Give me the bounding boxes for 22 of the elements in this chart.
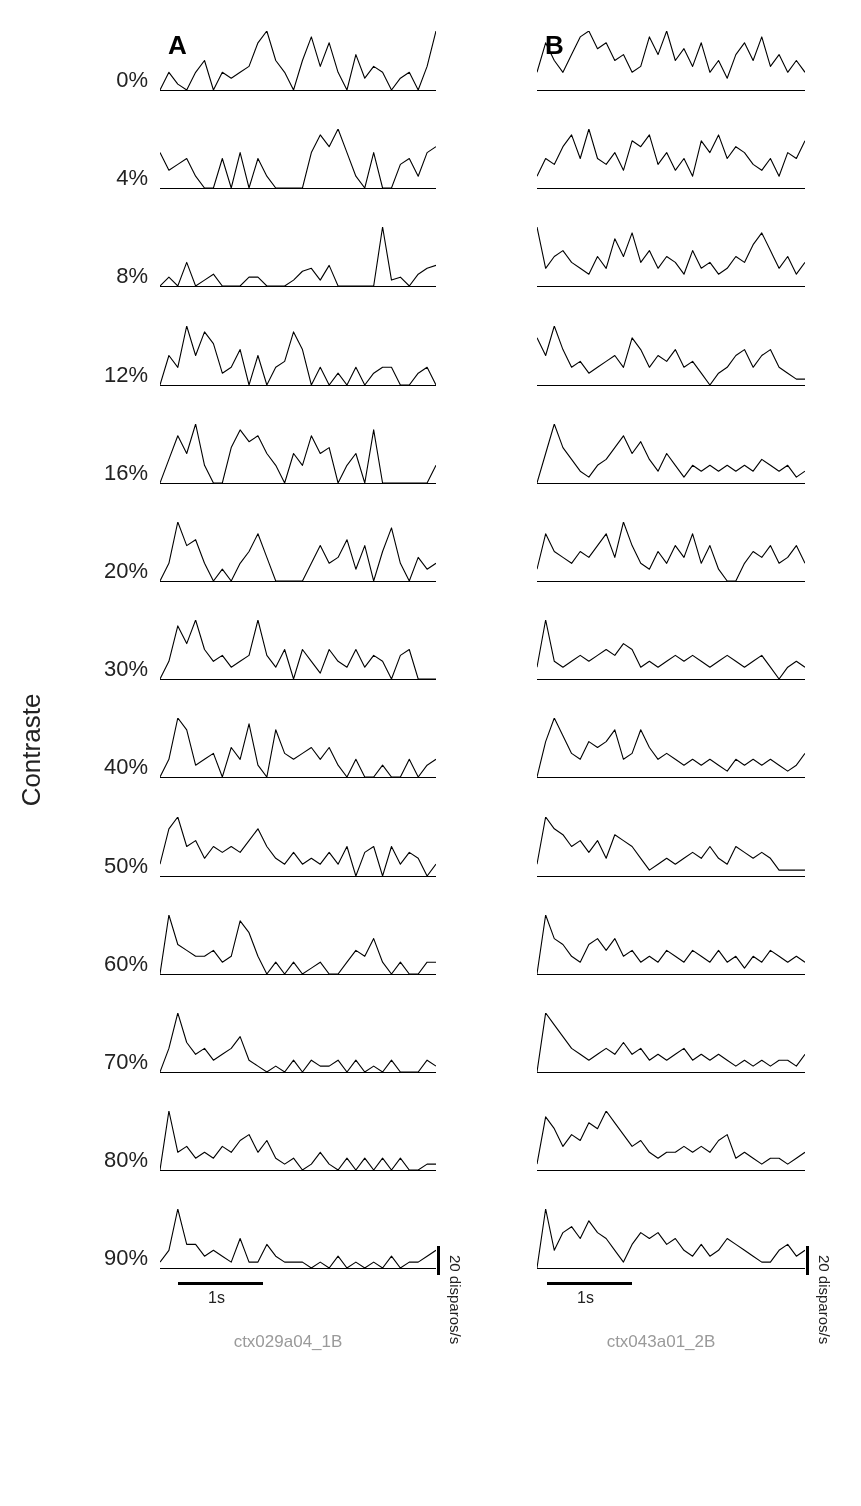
y-axis-title: 40%	[103, 754, 148, 781]
y-axis-title: 80%	[103, 1147, 148, 1174]
chart-title: B	[545, 30, 564, 61]
y-axis-title: 90%	[103, 1245, 148, 1272]
text: 1s	[577, 1289, 594, 1308]
chart-title: A	[168, 30, 187, 61]
text: 1s	[208, 1289, 225, 1308]
y-axis-title: 12%	[103, 361, 148, 388]
y-axis-title: 30%	[103, 656, 148, 683]
y-axis-title: 16%	[103, 459, 148, 486]
text: Contraste	[15, 693, 47, 807]
y-axis-title: 8%	[116, 263, 148, 290]
y-axis-title: 0%	[116, 67, 148, 93]
y-axis-title: 20%	[103, 558, 148, 584]
text: ctx029a04_1B	[233, 1332, 343, 1353]
y-axis-title: 4%	[116, 165, 148, 192]
text: 20 disparos/s	[447, 1255, 464, 1345]
text: 20 disparos/s	[816, 1255, 833, 1345]
text: ctx043a01_2B	[606, 1332, 716, 1353]
y-axis-title: 50%	[103, 852, 148, 879]
y-axis-title: 60%	[103, 950, 148, 977]
y-axis-title: 70%	[103, 1049, 148, 1075]
